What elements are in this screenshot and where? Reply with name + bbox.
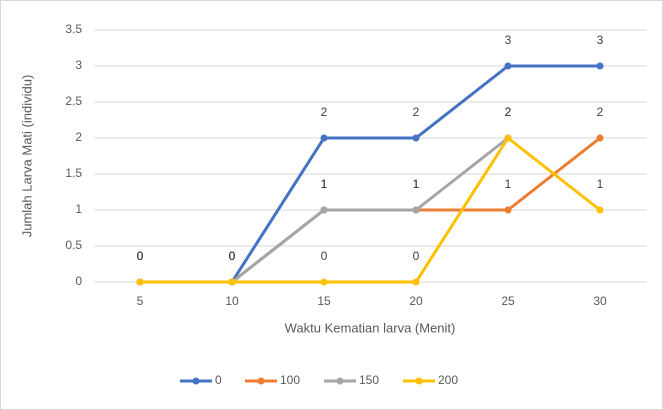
data-point [504, 62, 512, 70]
y-tick-label: 2 [75, 130, 82, 144]
legend-label: 200 [438, 373, 458, 387]
legend-label: 0 [215, 373, 222, 387]
legend-marker [257, 377, 265, 385]
legend-label: 150 [359, 373, 379, 387]
data-label: 0 [229, 249, 236, 263]
data-label: 1 [321, 177, 328, 191]
data-label: 0 [137, 249, 144, 263]
data-point [412, 134, 420, 142]
data-label: 0 [137, 249, 144, 263]
data-point [596, 62, 604, 70]
data-point [320, 278, 328, 286]
data-label: 0 [137, 249, 144, 263]
data-label: 2 [413, 105, 420, 119]
data-point [412, 278, 420, 286]
data-label: 0 [229, 249, 236, 263]
data-label: 1 [413, 177, 420, 191]
y-tick-label: 3.5 [65, 22, 82, 36]
data-label: 2 [505, 105, 512, 119]
series-line [140, 136, 601, 284]
x-tick-label: 15 [317, 294, 331, 308]
y-tick-label: 2.5 [65, 94, 82, 108]
data-label: 1 [321, 177, 328, 191]
data-label: 3 [597, 33, 604, 47]
data-point [596, 206, 604, 214]
data-label: 3 [505, 33, 512, 47]
data-label: 2 [505, 105, 512, 119]
data-point [596, 134, 604, 142]
data-point [504, 134, 512, 142]
data-point [320, 206, 328, 214]
data-label: 0 [229, 249, 236, 263]
data-label: 0 [321, 249, 328, 263]
x-tick-label: 20 [409, 294, 423, 308]
data-point [412, 206, 420, 214]
data-point [228, 278, 236, 286]
x-tick-label: 5 [137, 294, 144, 308]
x-tick-label: 25 [501, 294, 515, 308]
y-tick-label: 1 [75, 202, 82, 216]
data-label: 0 [137, 249, 144, 263]
data-label: 0 [413, 249, 420, 263]
data-label: 0 [229, 249, 236, 263]
legend-marker [415, 377, 423, 385]
data-point [136, 278, 144, 286]
data-label: 2 [597, 105, 604, 119]
data-label: 1 [597, 177, 604, 191]
data-label: 1 [413, 177, 420, 191]
x-axis-title: Waktu Kematian larva (Menit) [285, 320, 456, 335]
x-tick-label: 30 [593, 294, 607, 308]
data-point [320, 134, 328, 142]
y-tick-label: 1.5 [65, 166, 82, 180]
x-tick-label: 10 [225, 294, 239, 308]
data-label: 1 [505, 177, 512, 191]
data-label: 2 [321, 105, 328, 119]
legend-marker [336, 377, 344, 385]
y-axis-title: Jumlah Larva Mati (individu) [19, 75, 34, 238]
data-point [504, 206, 512, 214]
y-tick-label: 0 [75, 274, 82, 288]
y-tick-label: 0.5 [65, 238, 82, 252]
legend-marker [192, 377, 200, 385]
y-tick-label: 3 [75, 58, 82, 72]
legend-label: 100 [280, 373, 300, 387]
